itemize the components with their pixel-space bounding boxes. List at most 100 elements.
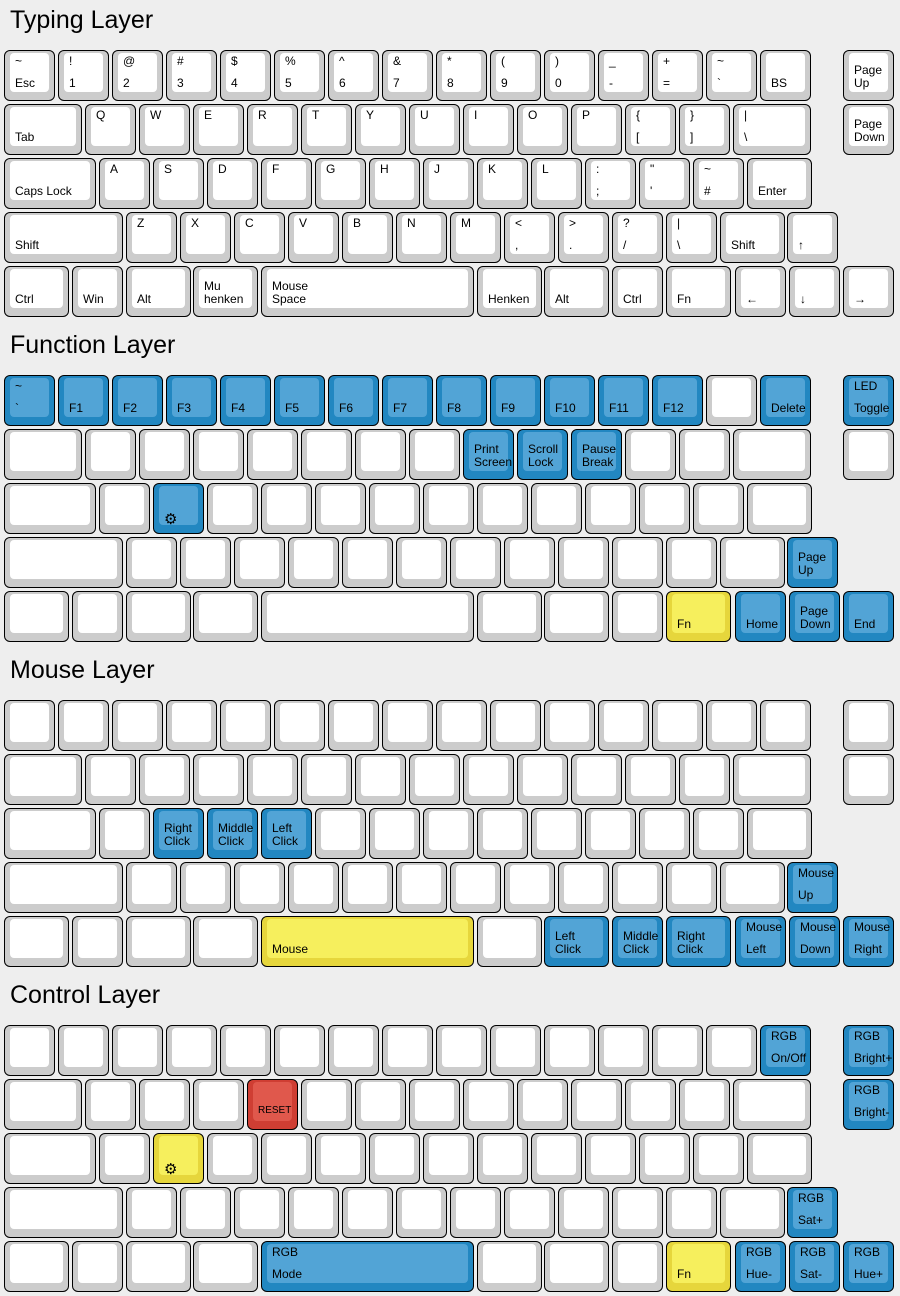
keycap-surface xyxy=(10,378,49,417)
keycap-surface xyxy=(321,811,360,850)
key-bottom-legend: 8 xyxy=(447,76,454,90)
keycap-surface xyxy=(64,703,103,742)
keycap-surface xyxy=(618,1190,657,1229)
key-top-legend: > xyxy=(569,216,577,230)
keycap-surface xyxy=(10,269,63,308)
key-4: $4 xyxy=(220,50,271,101)
key-z: Z xyxy=(126,212,177,263)
key-page-down: Page Down xyxy=(843,104,894,155)
key-blank xyxy=(4,1241,69,1292)
key-middle-click: Middle Click xyxy=(612,916,663,967)
keycap-surface xyxy=(186,215,225,254)
key-top-legend: Mouse xyxy=(854,920,891,934)
key-blank xyxy=(315,808,366,859)
key-bottom-legend: ` xyxy=(717,76,721,90)
key-blank xyxy=(652,700,703,751)
keycap-surface xyxy=(442,1028,481,1067)
keycap-surface xyxy=(118,703,157,742)
key-bottom-legend: BS xyxy=(771,76,788,90)
key-blank xyxy=(126,1241,191,1292)
keycap-surface xyxy=(849,432,888,471)
key-bottom-legend: / xyxy=(623,238,627,252)
keycap-surface xyxy=(91,107,130,146)
key-top-legend: Mouse xyxy=(746,920,783,934)
keycap-surface xyxy=(577,1082,616,1121)
key-blank xyxy=(504,1187,555,1238)
key-blank xyxy=(369,808,420,859)
keycap-surface xyxy=(145,1082,184,1121)
key-w: W xyxy=(139,104,190,155)
keycap-surface xyxy=(577,107,616,146)
key-blank xyxy=(598,1025,649,1076)
keycap-surface xyxy=(645,486,684,525)
keycap-surface xyxy=(685,757,724,796)
key-top-legend: ~ xyxy=(15,379,23,393)
key-top-legend: RGB xyxy=(854,1083,881,1097)
keycap-surface xyxy=(523,107,562,146)
key-blank xyxy=(126,862,177,913)
key-top-legend: K xyxy=(488,162,497,176)
keycap-surface xyxy=(361,107,400,146)
keycap-surface xyxy=(105,811,144,850)
keycap-surface xyxy=(199,107,238,146)
key-blank xyxy=(193,1241,258,1292)
keycap-surface xyxy=(280,703,319,742)
key-bottom-legend: Esc xyxy=(15,76,36,90)
keycap-surface xyxy=(159,811,198,850)
key-blank xyxy=(612,1187,663,1238)
key-blank xyxy=(531,808,582,859)
keycap-surface xyxy=(523,1082,562,1121)
key-blank xyxy=(423,483,474,534)
key-bottom-legend: Left Click xyxy=(555,929,581,956)
keycap-surface xyxy=(78,919,117,958)
key-blank xyxy=(477,591,542,642)
key-blank xyxy=(234,862,285,913)
key-blank xyxy=(720,1187,785,1238)
keycap-surface xyxy=(849,1244,888,1283)
keycap-surface xyxy=(361,1082,400,1121)
key-top-legend: ^ xyxy=(339,54,345,68)
gear-icon: ⚙ xyxy=(164,1161,178,1178)
key-top-legend: O xyxy=(528,108,538,122)
key-bottom-legend: Enter xyxy=(758,184,787,198)
key-lbracket: {[ xyxy=(625,104,676,155)
key-top-legend: T xyxy=(312,108,320,122)
keycap-surface xyxy=(618,215,657,254)
key-top-legend: C xyxy=(245,216,254,230)
keycap-surface xyxy=(577,757,616,796)
keycap-surface xyxy=(550,53,589,92)
key-blank xyxy=(180,1187,231,1238)
key-blank xyxy=(409,429,460,480)
keycap-surface xyxy=(550,269,603,308)
keycap-surface xyxy=(199,757,238,796)
key-blank xyxy=(666,862,717,913)
key-bottom-legend: Bright- xyxy=(854,1105,890,1119)
key-reset: RESET xyxy=(247,1079,298,1130)
keycap-surface xyxy=(105,486,144,525)
key-blank xyxy=(585,808,636,859)
key-f: F xyxy=(261,158,312,209)
key-bottom-legend: Home xyxy=(746,617,779,631)
key-bottom-legend: - xyxy=(609,76,613,90)
keycap-surface xyxy=(604,53,643,92)
key-b: B xyxy=(342,212,393,263)
key-blank xyxy=(369,1133,420,1184)
keycap-surface xyxy=(213,486,252,525)
key-blank xyxy=(4,537,123,588)
keycap-surface xyxy=(496,378,535,417)
keycap-surface xyxy=(564,1190,603,1229)
keycap-surface xyxy=(726,540,779,579)
key-blank xyxy=(436,700,487,751)
key-blank xyxy=(558,537,609,588)
keycap-surface xyxy=(334,53,373,92)
key-bottom-legend: Henken xyxy=(488,292,530,306)
keycap-surface xyxy=(699,161,738,200)
key-blank xyxy=(220,700,271,751)
keycap-surface xyxy=(496,53,535,92)
keycap-surface xyxy=(267,486,306,525)
key-blank xyxy=(693,483,744,534)
keycap-surface xyxy=(483,1244,536,1283)
key-blank xyxy=(166,1025,217,1076)
keycap-surface xyxy=(213,811,252,850)
keycap-surface xyxy=(280,53,319,92)
